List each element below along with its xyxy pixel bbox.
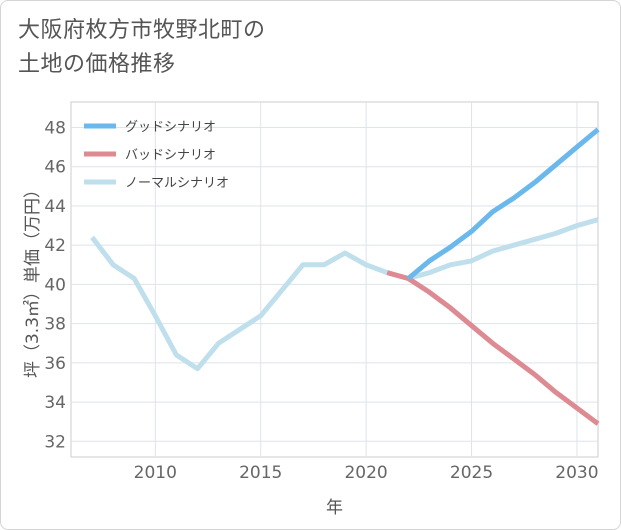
y-tick-label: 40 — [44, 275, 66, 295]
chart-title: 大阪府枚方市牧野北町の 土地の価格推移 — [18, 18, 266, 77]
x-tick-label: 2020 — [344, 463, 387, 483]
series-line-2 — [386, 270, 600, 426]
series-line-3 — [90, 217, 599, 372]
y-tick-label: 36 — [44, 354, 66, 374]
y-tick-label: 44 — [44, 197, 66, 217]
series-line-1 — [406, 127, 600, 281]
legend-label-2: バッドシナリオ — [125, 148, 216, 163]
y-tick-label: 38 — [44, 315, 66, 335]
legend-label-3: ノーマルシナリオ — [125, 176, 229, 191]
plot-frame — [70, 101, 599, 458]
y-tick-label: 32 — [44, 432, 66, 452]
x-tick-label: 2010 — [134, 463, 177, 483]
x-tick-label: 2025 — [450, 463, 493, 483]
y-axis-label: 坪（3.3㎡）単価（万円） — [23, 181, 43, 378]
y-tick-label: 48 — [44, 118, 66, 138]
y-tick-label: 46 — [44, 158, 66, 178]
x-axis-label: 年 — [326, 498, 343, 518]
legend-label-1: グッドシナリオ — [125, 120, 216, 135]
y-tick-label: 42 — [44, 236, 66, 256]
x-tick-label: 2015 — [239, 463, 282, 483]
y-tick-label: 34 — [44, 393, 66, 413]
x-tick-label: 2030 — [555, 463, 598, 483]
